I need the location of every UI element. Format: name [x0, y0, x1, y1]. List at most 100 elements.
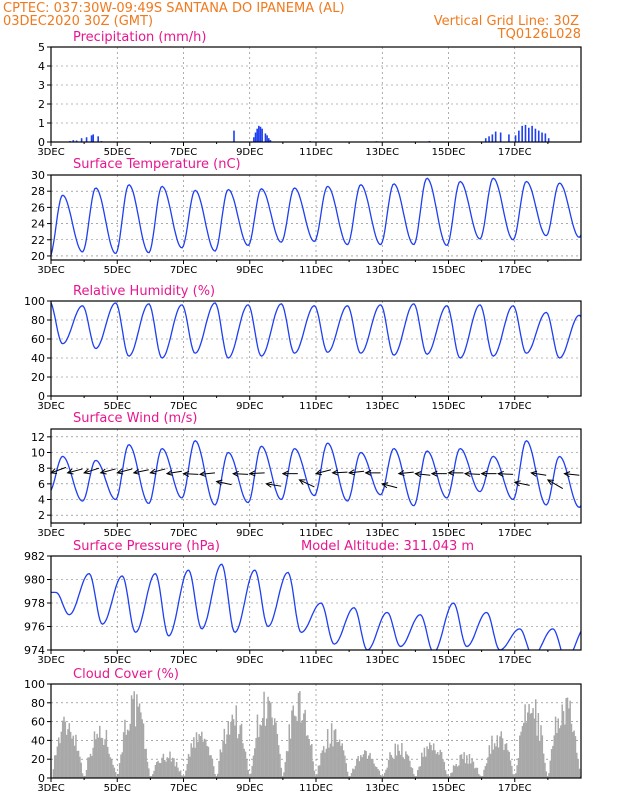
cloud-bar [296, 720, 298, 778]
panel-title: Surface Wind (m/s) [73, 411, 197, 426]
cloud-bar [69, 731, 72, 778]
y-tick-label: 26 [31, 201, 45, 214]
x-tick-label: 11DEC [299, 147, 333, 158]
cloud-bar [484, 766, 487, 778]
wind-vector [382, 483, 398, 489]
wind-vector-head [99, 468, 107, 475]
cloud-bar [537, 713, 540, 778]
wind-vector-head [331, 469, 339, 476]
cloud-bar [235, 705, 238, 778]
x-tick-label: 13DEC [365, 401, 399, 412]
cloud-bar [362, 754, 365, 778]
precip-bar [256, 128, 258, 142]
cloud-bar [72, 735, 75, 778]
cloud-bar [311, 743, 313, 778]
cloud-bar [341, 743, 344, 778]
cloud-bar [344, 755, 346, 778]
cloud-bar [289, 738, 292, 778]
x-tick-label: 11DEC [299, 401, 333, 412]
cloud-bar [315, 776, 317, 778]
cloud-bar [375, 767, 378, 778]
cloud-bar [136, 694, 138, 778]
cloud-bar [120, 754, 122, 778]
cloud-bar [545, 771, 548, 778]
cloud-bar [158, 762, 161, 778]
cloud-bar [89, 753, 92, 778]
precip-bar [267, 138, 270, 142]
cloud-bar [569, 700, 571, 778]
cloud-bar [239, 725, 241, 778]
precip-bar [259, 126, 262, 142]
series-line [51, 440, 581, 509]
x-tick-label: 3DEC [37, 783, 64, 794]
cloud-bar [423, 747, 426, 778]
cloud-bar [137, 706, 139, 778]
cloud-bar [386, 767, 389, 778]
cloud-bar [138, 703, 141, 778]
y-tick-label: 6 [38, 478, 45, 491]
wind-vector [216, 480, 232, 486]
wind-vector [547, 479, 564, 489]
cloud-bar [130, 695, 133, 778]
cloud-bar [534, 699, 537, 778]
cloud-bar [402, 757, 404, 778]
cloud-bar [387, 759, 390, 778]
precip-bar [488, 136, 490, 142]
cloud-bar [435, 753, 438, 778]
cloud-bar [193, 737, 195, 778]
panel-precipitation: Precipitation (mm/h) 0 1 2 3 4 5 3DEC 5DEC 7DEC 9D… [37, 30, 582, 158]
wind-vector-head [198, 470, 206, 477]
cloud-bar [516, 765, 518, 778]
y-tick-label: 1 [38, 117, 45, 130]
x-tick-label: 5DEC [104, 147, 131, 158]
precip-bar [534, 128, 537, 142]
cloud-bar [550, 749, 553, 778]
cloud-bar [379, 774, 382, 778]
cloud-bar [297, 692, 300, 778]
cloud-bar [561, 704, 563, 778]
y-tick-label: 20 [31, 371, 45, 384]
cloud-bar [223, 728, 226, 778]
cloud-bar [454, 766, 456, 778]
cloud-bar [394, 743, 397, 778]
cloud-bar [338, 739, 341, 778]
x-tick-label: 15DEC [432, 147, 466, 158]
y-tick-label: 978 [24, 597, 45, 610]
precip-bar [499, 132, 502, 142]
wind-vector-head [397, 470, 405, 477]
cloud-bar [496, 735, 499, 778]
cloud-bar [174, 766, 177, 778]
cloud-bar [104, 739, 106, 778]
cloud-bar [228, 734, 231, 778]
cloud-bar [452, 765, 455, 778]
cloud-bar [521, 725, 524, 778]
precip-bar [537, 130, 540, 142]
cloud-bar [53, 755, 56, 778]
cloud-bar [548, 773, 550, 778]
cloud-bar [280, 767, 283, 778]
cloud-bar [106, 746, 109, 778]
cloud-bar [533, 718, 536, 778]
cloud-bar [202, 741, 204, 778]
cloud-bar [214, 773, 216, 778]
wind-vector [398, 471, 414, 475]
wind-vector [266, 483, 282, 487]
cloud-bar [161, 757, 163, 778]
y-tick-label: 40 [31, 352, 45, 365]
cloud-bar [304, 709, 306, 778]
cloud-bar [71, 738, 73, 778]
cloud-bar [273, 718, 276, 778]
cloud-bar [275, 722, 277, 778]
precip-bar [90, 135, 93, 142]
cloud-bar [428, 742, 431, 778]
wind-vector [465, 473, 480, 475]
panel-wind: Surface Wind (m/s) 2 4 6 8 10 12 3DEC 5DEC 7DEC 9D… [31, 411, 582, 539]
header-model: TQ0126L028 [497, 27, 581, 42]
cloud-bar [360, 755, 362, 778]
cloud-bar [488, 745, 491, 778]
cloud-bar [179, 770, 182, 778]
cloud-bar [170, 761, 173, 778]
cloud-bar [105, 729, 108, 778]
cloud-bar [391, 757, 394, 778]
cloud-bar [447, 776, 450, 778]
